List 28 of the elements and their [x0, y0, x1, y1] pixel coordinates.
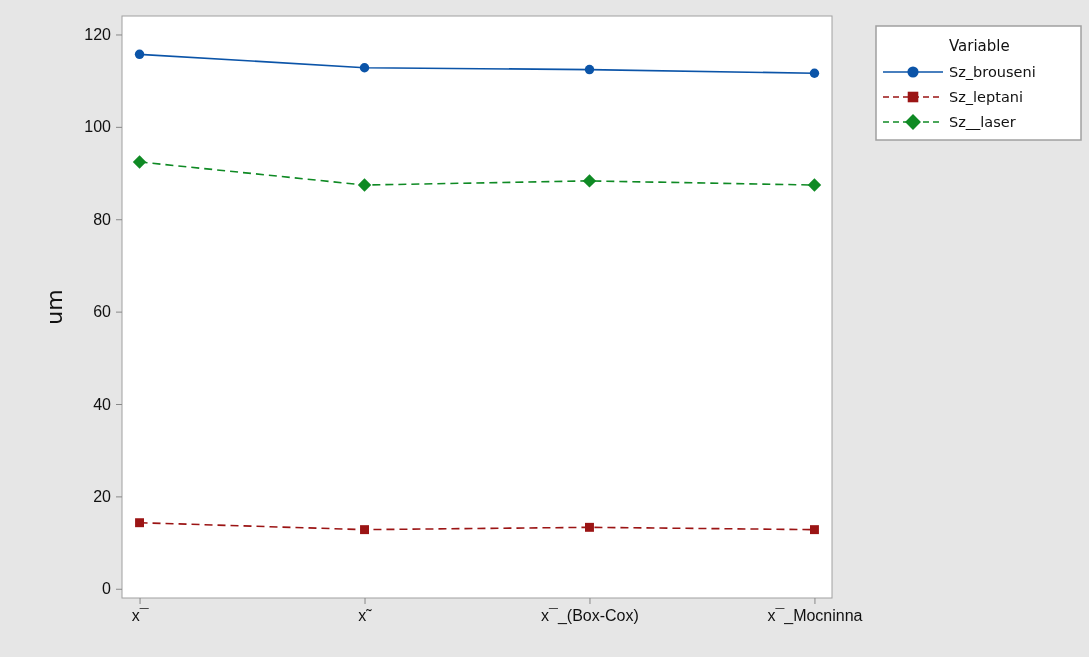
legend-label: Sz_brouseni — [949, 64, 1036, 80]
point — [807, 178, 822, 192]
x-tick-label: x¯ — [131, 607, 149, 625]
y-tick-label: 80 — [93, 210, 112, 228]
x-tick-label: x¯_Mocninna — [767, 607, 863, 626]
y-axis-title: um — [42, 289, 67, 325]
legend-label: Sz__laser — [949, 114, 1016, 130]
y-tick-label: 120 — [84, 26, 112, 44]
y-tick-label: 60 — [93, 303, 112, 321]
point — [582, 174, 597, 188]
point — [135, 518, 145, 528]
point — [809, 68, 820, 78]
point — [132, 155, 147, 169]
point — [584, 64, 595, 75]
point — [359, 63, 370, 73]
x-tick-label: x˜ — [358, 607, 373, 625]
legend-label: Sz_leptani — [949, 89, 1024, 105]
x-tick-label: x¯_(Box-Cox) — [541, 607, 639, 626]
y-tick-label: 40 — [93, 395, 112, 413]
y-tick-label: 100 — [84, 118, 112, 136]
point — [809, 525, 819, 535]
point — [357, 178, 372, 192]
legend-title: Variable — [949, 37, 1010, 55]
point — [360, 525, 369, 535]
y-tick-label: 0 — [102, 580, 112, 598]
point — [134, 49, 145, 60]
y-tick-label: 20 — [93, 488, 112, 505]
point — [585, 522, 594, 532]
